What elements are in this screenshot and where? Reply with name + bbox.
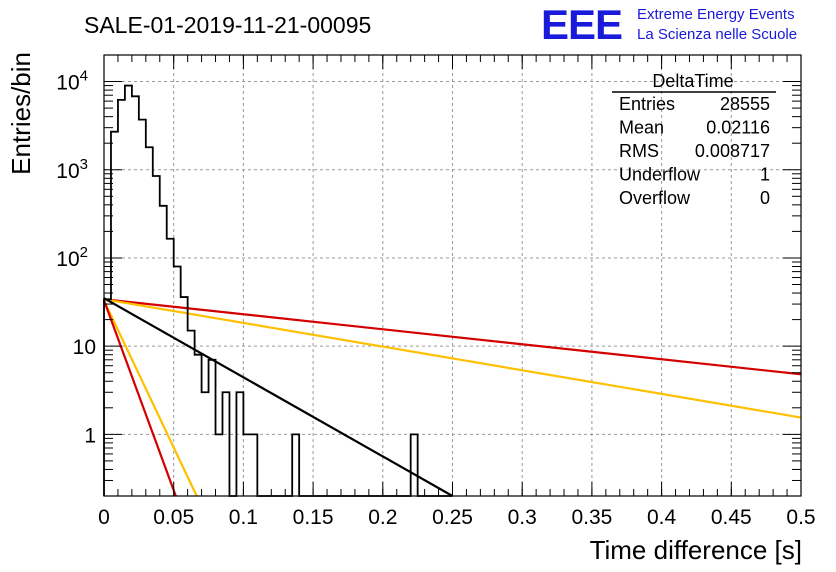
stats-row-label: Mean bbox=[619, 118, 664, 138]
stats-row-label: Overflow bbox=[619, 188, 691, 208]
y-axis-label: Entries/bin bbox=[6, 52, 36, 175]
axis-ticks bbox=[103, 54, 802, 497]
x-tick-label: 0.15 bbox=[293, 506, 334, 529]
y-tick-label-exponent: 4 bbox=[80, 68, 88, 85]
stats-row-value: 28555 bbox=[720, 94, 770, 114]
stats-row-value: 1 bbox=[760, 165, 770, 185]
x-tick-label: 0.1 bbox=[229, 506, 258, 529]
y-tick-label: 1 bbox=[84, 424, 96, 447]
fit-curves bbox=[102, 297, 802, 497]
x-tick-label: 0.45 bbox=[711, 506, 752, 529]
x-tick-label: 0 bbox=[98, 506, 110, 529]
y-tick-label: 104 bbox=[56, 68, 88, 95]
fit-curve-0 bbox=[103, 298, 802, 376]
y-tick-label-base: 10 bbox=[56, 248, 79, 271]
y-tick-label: 103 bbox=[56, 156, 88, 183]
fit-curve-4 bbox=[102, 300, 177, 497]
chart-title: SALE-01-2019-11-21-00095 bbox=[84, 12, 371, 38]
stats-box-title: DeltaTime bbox=[652, 71, 733, 91]
x-tick-label: 0.05 bbox=[153, 506, 194, 529]
brand-line-2: La Scienza nelle Scuole bbox=[637, 26, 797, 43]
x-tick-label: 0.5 bbox=[786, 506, 815, 529]
x-tick-label: 0.4 bbox=[647, 506, 677, 529]
brand-line-1: Extreme Energy Events bbox=[637, 6, 795, 23]
axis-tick-labels: 0 0.05 0.1 0.15 0.2 0.25 0.3 0.35 0.4 0.45 0.51101… bbox=[56, 68, 815, 529]
stats-row-label: Underflow bbox=[619, 165, 701, 185]
y-tick-label: 102 bbox=[56, 244, 88, 271]
x-tick-label: 0.35 bbox=[571, 506, 612, 529]
fit-curve-1 bbox=[103, 298, 802, 419]
y-tick-label-base: 10 bbox=[56, 72, 79, 95]
y-tick-label: 10 bbox=[73, 336, 96, 359]
stats-box: DeltaTime Entries 28555 Mean 0.02116 RMS 0.00… bbox=[612, 71, 776, 208]
x-tick-label: 0.2 bbox=[368, 506, 397, 529]
y-tick-label-base: 1 bbox=[84, 424, 96, 447]
x-tick-label: 0.25 bbox=[432, 506, 473, 529]
stats-row-label: RMS bbox=[619, 141, 659, 161]
stats-row-value: 0.008717 bbox=[695, 141, 770, 161]
eee-logo-text: EEE bbox=[541, 1, 622, 48]
stats-row-value: 0.02116 bbox=[706, 118, 770, 138]
stats-row-value: 0 bbox=[760, 188, 770, 208]
y-tick-label-base: 10 bbox=[56, 160, 79, 183]
brand-logo: EEE Extreme Energy Events La Scienza nel… bbox=[541, 1, 797, 48]
y-tick-label-base: 10 bbox=[73, 336, 96, 359]
fit-curve-3 bbox=[103, 299, 198, 497]
y-tick-label-exponent: 3 bbox=[80, 156, 88, 173]
stats-row-label: Entries bbox=[619, 94, 675, 114]
fit-curve-2 bbox=[103, 297, 454, 497]
grid bbox=[104, 55, 801, 496]
x-axis-label: Time difference [s] bbox=[590, 535, 802, 565]
x-tick-label: 0.3 bbox=[508, 506, 537, 529]
y-tick-label-exponent: 2 bbox=[80, 244, 88, 261]
